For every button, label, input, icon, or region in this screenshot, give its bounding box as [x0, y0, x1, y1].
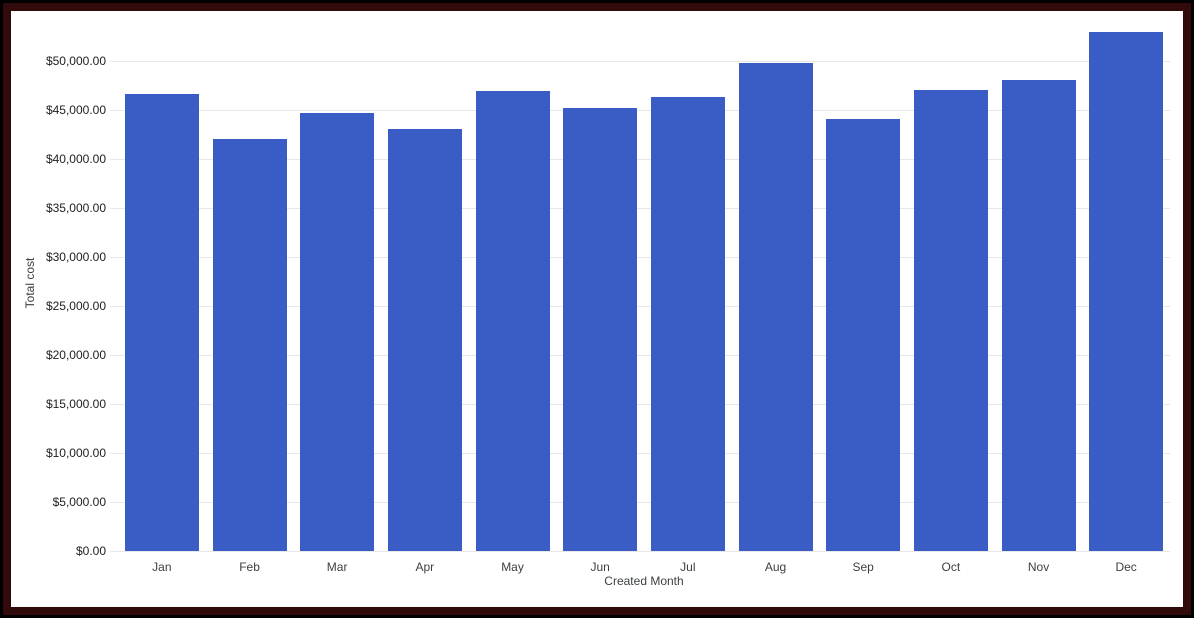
y-tick-label: $50,000.00 [45, 54, 106, 68]
y-tick-label: $0.00 [75, 544, 106, 558]
bar-dec[interactable] [1089, 32, 1164, 551]
y-tick-label: $35,000.00 [45, 201, 106, 215]
y-tick-label: $25,000.00 [45, 299, 106, 313]
bar-feb[interactable] [212, 138, 287, 551]
gridline [110, 404, 1170, 405]
bar-may[interactable] [475, 91, 550, 551]
x-tick-label-dec: Dec [1115, 560, 1137, 574]
gridline [110, 502, 1170, 503]
y-tick-label: $10,000.00 [45, 446, 106, 460]
bar-mar[interactable] [300, 113, 375, 551]
bar-jan[interactable] [124, 94, 199, 551]
bar-aug[interactable] [738, 63, 813, 551]
gridline [110, 355, 1170, 356]
bar-nov[interactable] [1001, 79, 1076, 551]
y-tick-label: $5,000.00 [52, 495, 106, 509]
y-tick-label: $40,000.00 [45, 152, 106, 166]
x-tick-label-jun: Jun [590, 560, 610, 574]
bar-sep[interactable] [826, 119, 901, 551]
y-tick-label: $15,000.00 [45, 397, 106, 411]
x-tick-label-apr: Apr [415, 560, 435, 574]
y-tick-label: $30,000.00 [45, 250, 106, 264]
x-tick-label-feb: Feb [239, 560, 260, 574]
chart-card: $0.00 $5,000.00 $10,000.00 $15,000.00 $20,00… [11, 11, 1183, 607]
y-tick-label: $20,000.00 [45, 348, 106, 362]
bar-jun[interactable] [563, 108, 638, 551]
x-tick-label-jul: Jul [680, 560, 696, 574]
x-tick-label-nov: Nov [1027, 560, 1050, 574]
gridline [110, 551, 1170, 552]
y-tick-label: $45,000.00 [45, 103, 106, 117]
y-axis-title: Total cost [23, 257, 37, 309]
x-tick-label-aug: Aug [764, 560, 787, 574]
bar-oct[interactable] [913, 89, 988, 551]
gridline [110, 61, 1170, 62]
x-tick-label-mar: Mar [326, 560, 348, 574]
x-tick-label-jan: Jan [152, 560, 172, 574]
x-axis-title: Created Month [604, 574, 684, 588]
gridline [110, 257, 1170, 258]
gridline [110, 159, 1170, 160]
x-tick-label-may: May [501, 560, 524, 574]
gridline [110, 453, 1170, 454]
x-tick-label-sep: Sep [852, 560, 874, 574]
gridline [110, 110, 1170, 111]
x-tick-label-oct: Oct [941, 560, 961, 574]
gridline [110, 306, 1170, 307]
bar-jul[interactable] [650, 97, 725, 551]
gridline [110, 208, 1170, 209]
bar-apr[interactable] [387, 129, 462, 551]
